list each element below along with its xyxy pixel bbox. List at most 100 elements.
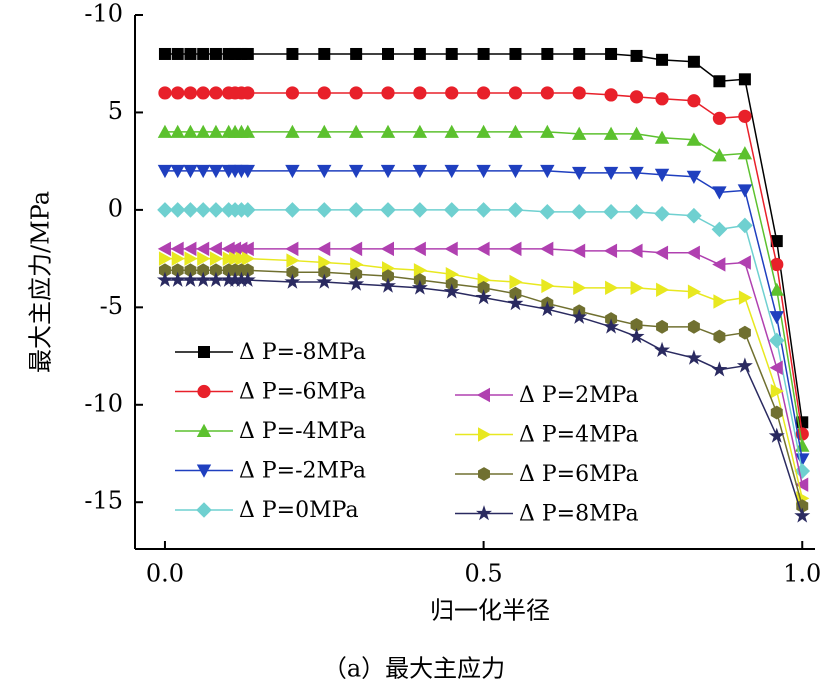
- marker: [654, 168, 670, 183]
- marker: [603, 126, 619, 140]
- legend-label: Δ P=-2MPa: [239, 459, 366, 484]
- marker: [184, 47, 197, 60]
- marker: [796, 499, 809, 514]
- y-tick-label: 5: [108, 97, 123, 125]
- marker: [507, 202, 524, 218]
- marker: [412, 202, 428, 218]
- marker: [286, 47, 299, 60]
- legend-label: Δ P=2MPa: [519, 383, 639, 408]
- y-tick-label: 0: [108, 194, 123, 222]
- marker: [182, 202, 199, 218]
- marker: [737, 255, 751, 270]
- marker: [629, 243, 643, 259]
- marker: [509, 274, 523, 290]
- marker: [317, 241, 331, 257]
- legend-marker: [198, 346, 210, 358]
- marker: [603, 243, 618, 259]
- marker: [412, 241, 426, 257]
- marker: [508, 164, 523, 179]
- marker: [158, 251, 173, 266]
- marker: [768, 427, 785, 443]
- marker: [540, 241, 554, 257]
- marker: [629, 166, 644, 181]
- marker: [382, 47, 395, 60]
- marker: [713, 75, 726, 88]
- marker: [183, 164, 198, 179]
- marker: [171, 86, 185, 100]
- marker: [197, 251, 211, 266]
- marker: [156, 271, 173, 287]
- marker: [286, 265, 299, 280]
- marker: [157, 202, 173, 218]
- marker: [240, 124, 256, 138]
- marker: [157, 164, 173, 179]
- marker: [738, 73, 751, 86]
- marker: [184, 263, 197, 278]
- marker: [476, 124, 491, 138]
- marker: [350, 257, 364, 272]
- marker: [444, 124, 459, 138]
- marker: [628, 204, 645, 220]
- marker: [380, 124, 396, 138]
- marker: [541, 47, 554, 60]
- marker: [348, 275, 365, 291]
- marker: [686, 245, 700, 260]
- marker: [318, 255, 332, 270]
- marker: [171, 263, 184, 278]
- marker: [195, 124, 211, 138]
- marker: [285, 164, 300, 179]
- marker: [241, 47, 254, 60]
- marker: [183, 241, 197, 257]
- marker: [220, 271, 237, 287]
- marker: [209, 263, 222, 278]
- marker: [654, 245, 669, 260]
- marker: [656, 282, 670, 297]
- marker: [169, 271, 186, 287]
- marker: [539, 204, 556, 220]
- marker: [654, 341, 671, 358]
- marker: [477, 86, 491, 100]
- marker: [656, 319, 669, 334]
- marker: [540, 164, 555, 179]
- marker: [540, 124, 555, 138]
- marker: [348, 164, 364, 179]
- marker: [227, 271, 244, 287]
- marker: [571, 308, 588, 324]
- y-tick-label: -5: [100, 292, 123, 320]
- marker: [241, 251, 256, 266]
- marker: [769, 360, 783, 375]
- marker: [380, 202, 396, 218]
- marker: [413, 263, 428, 278]
- marker: [350, 47, 363, 60]
- marker: [573, 280, 587, 296]
- legend-label: Δ P=4MPa: [519, 423, 639, 448]
- marker: [197, 47, 210, 60]
- marker: [573, 47, 586, 60]
- marker: [687, 284, 702, 299]
- marker: [285, 86, 300, 100]
- marker: [508, 241, 522, 257]
- legend-marker: [196, 464, 212, 478]
- marker: [443, 202, 460, 218]
- legend-marker: [197, 384, 211, 399]
- marker: [656, 53, 669, 66]
- marker: [208, 124, 224, 138]
- marker: [195, 271, 212, 287]
- marker: [477, 280, 490, 295]
- marker: [316, 273, 333, 289]
- marker: [241, 263, 254, 278]
- marker: [738, 109, 752, 123]
- marker: [605, 47, 618, 60]
- marker: [686, 207, 702, 224]
- marker: [240, 241, 254, 257]
- marker: [737, 184, 753, 198]
- marker: [285, 124, 300, 138]
- x-axis-label: 归一化半径: [430, 597, 550, 625]
- marker: [768, 332, 785, 349]
- marker: [318, 47, 331, 60]
- marker: [509, 286, 522, 301]
- legend-marker: [476, 505, 492, 521]
- marker: [209, 47, 222, 60]
- marker: [158, 47, 171, 60]
- marker: [476, 241, 490, 257]
